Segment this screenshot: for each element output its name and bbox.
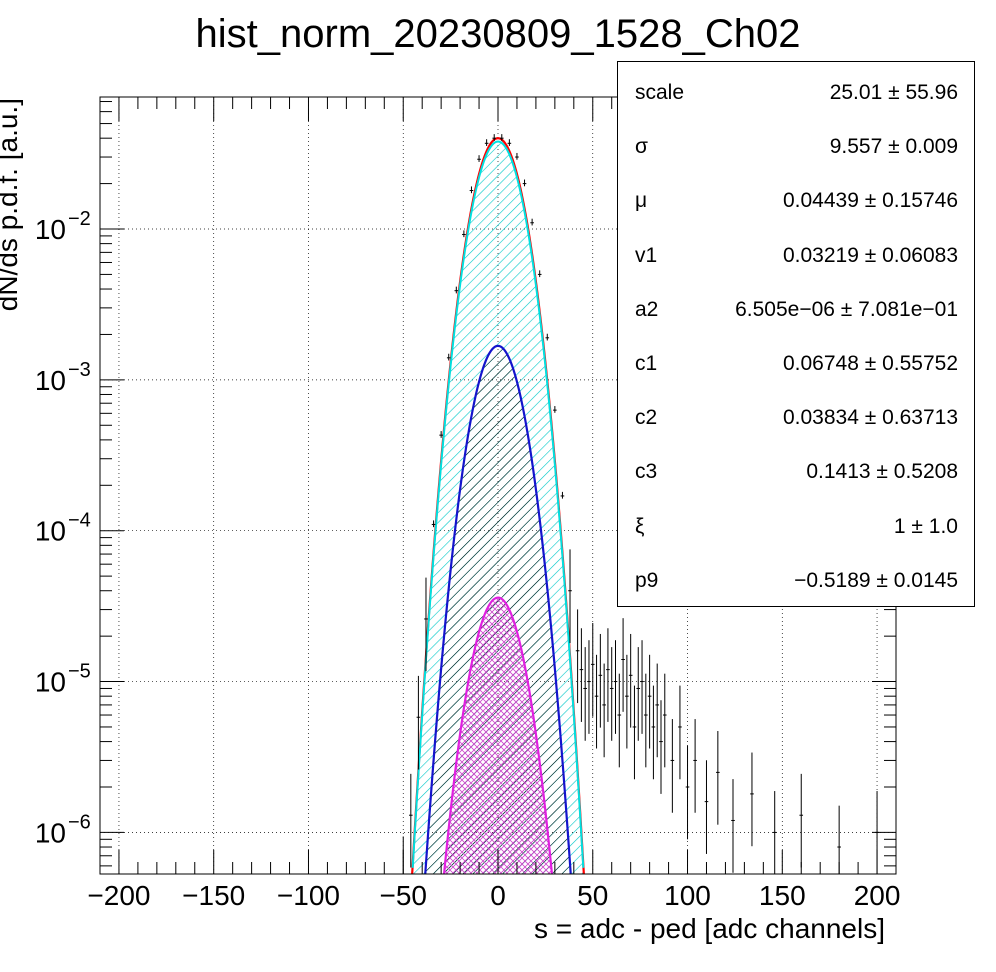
stat-value: 0.1413 ± 0.5208 (806, 460, 958, 484)
stat-value: 0.06748 ± 0.55752 (782, 352, 958, 375)
stat-row: c3 0.1413 ± 0.5208 (618, 460, 974, 500)
chart-title: hist_norm_20230809_1528_Ch02 (196, 12, 801, 56)
stats-box: scale 25.01 ± 55.96 σ 9.557 ± 0.009 μ 0.04439… (617, 61, 975, 607)
stat-value: 1 ± 1.0 (893, 514, 958, 538)
x-tick-label: −100 (277, 880, 340, 911)
x-tick-label: 50 (577, 880, 608, 911)
second-component-curve (424, 344, 572, 874)
stat-name: c3 (635, 460, 658, 484)
x-tick-label: 200 (854, 880, 901, 911)
x-tick-label: 0 (490, 880, 506, 911)
stat-name: ξ (635, 514, 645, 538)
stat-name: c1 (635, 352, 658, 375)
third-component-curve-fill (444, 597, 552, 874)
total-fit-curve (411, 137, 585, 874)
stat-row: c1 0.06748 ± 0.55752 (618, 352, 974, 392)
stat-name: v1 (635, 243, 658, 267)
x-tick-label: −200 (87, 880, 150, 911)
fit-curves (411, 137, 585, 874)
stat-name: scale (635, 81, 685, 104)
y-tick-label-exponent: −6 (68, 811, 91, 833)
stat-name: a2 (635, 297, 659, 321)
x-tick-label: 100 (664, 880, 711, 911)
third-component-curve (442, 596, 554, 874)
stat-row: v1 0.03219 ± 0.06083 (618, 244, 974, 284)
stat-value: 9.557 ± 0.009 (829, 135, 958, 159)
y-tick-label-base: 10 (35, 667, 66, 698)
stat-value: −0.5189 ± 0.0145 (794, 568, 958, 592)
y-tick-label-exponent: −5 (68, 661, 91, 683)
stat-value: 25.01 ± 55.96 (829, 81, 958, 104)
stat-name: μ (635, 189, 648, 213)
x-tick-label: −50 (379, 880, 427, 911)
y-tick-label-base: 10 (35, 516, 66, 547)
stat-row: p9 −0.5189 ± 0.0145 (618, 569, 974, 609)
stat-name: σ (635, 135, 648, 159)
y-tick-label-base: 10 (35, 365, 66, 396)
stat-row: c2 0.03834 ± 0.63713 (618, 406, 974, 446)
stat-value: 6.505e−06 ± 7.081e−01 (735, 297, 958, 321)
stat-value: 0.04439 ± 0.15746 (782, 189, 958, 213)
stat-row: ξ 1 ± 1.0 (618, 515, 974, 555)
y-axis-label: dN/ds p.d.f. [a.u.] (0, 98, 23, 311)
stat-row: μ 0.04439 ± 0.15746 (618, 189, 974, 229)
x-tick-label: −150 (182, 880, 245, 911)
stat-row: a2 6.505e−06 ± 7.081e−01 (618, 298, 974, 338)
stat-name: p9 (635, 568, 659, 592)
stat-value: 0.03219 ± 0.06083 (782, 243, 958, 267)
y-tick-label-exponent: −3 (68, 359, 91, 381)
y-tick-label-base: 10 (35, 817, 66, 848)
y-tick-label-base: 10 (35, 214, 66, 245)
x-tick-label: 150 (759, 880, 806, 911)
stat-row: σ 9.557 ± 0.009 (618, 135, 974, 175)
stat-name: c2 (635, 406, 658, 430)
y-tick-label-exponent: −4 (68, 510, 91, 532)
data-points (402, 134, 879, 874)
stat-value: 0.03834 ± 0.63713 (782, 406, 958, 430)
stat-row: scale 25.01 ± 55.96 (618, 81, 974, 121)
background-curve (411, 140, 585, 868)
x-axis-label: s = adc - ped [adc channels] (534, 913, 885, 944)
y-tick-label-exponent: −2 (68, 208, 91, 230)
